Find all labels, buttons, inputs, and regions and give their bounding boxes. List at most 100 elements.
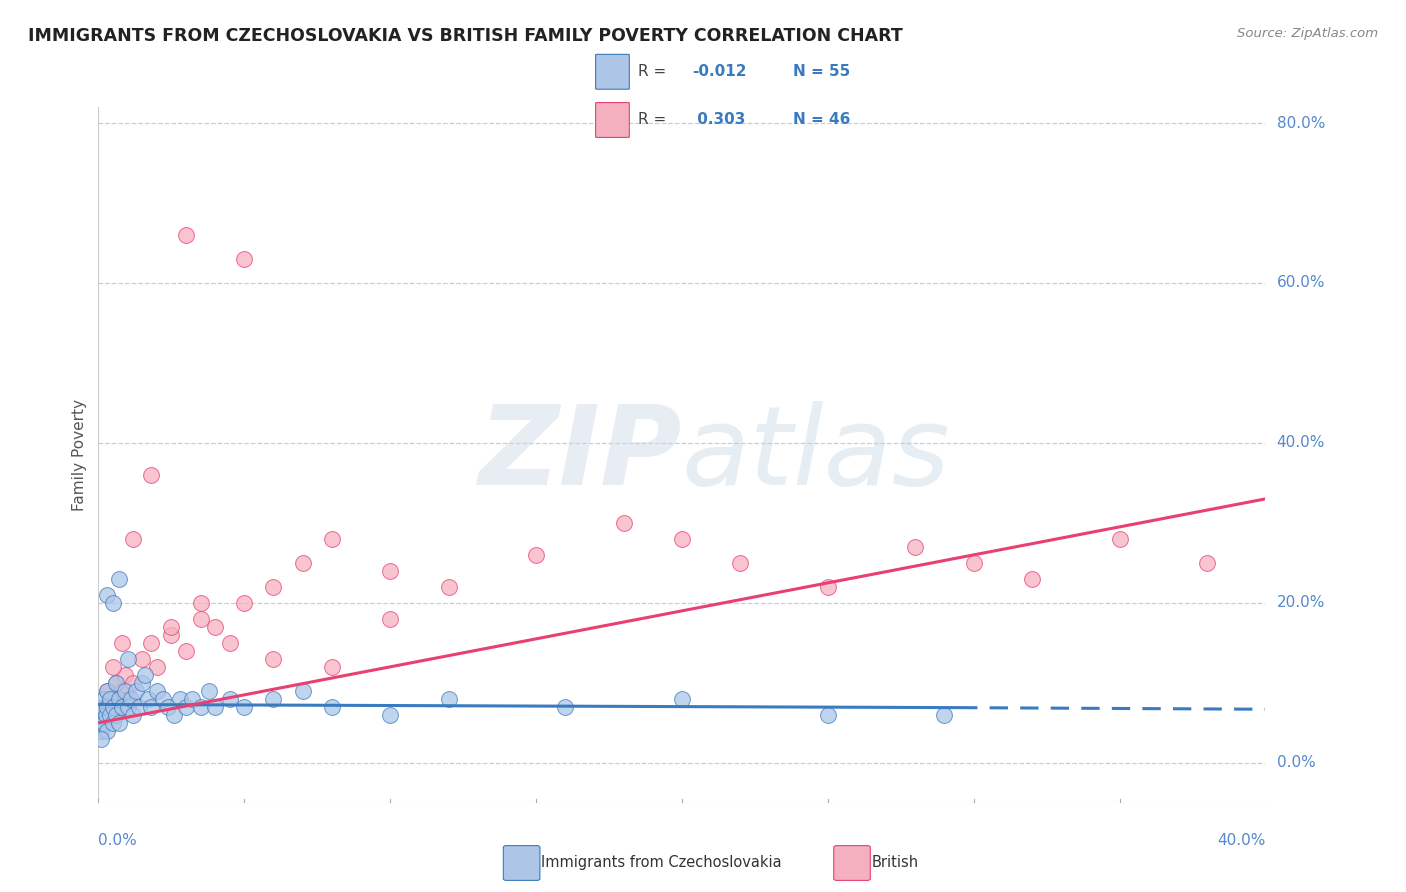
Text: atlas: atlas [682,401,950,508]
Point [291,556,314,570]
Text: N = 55: N = 55 [793,63,851,78]
Point [198,683,221,698]
Point [122,676,145,690]
Text: Immigrants from Czechoslovakia: Immigrants from Czechoslovakia [541,855,782,870]
Text: R =: R = [638,112,671,127]
Point [180,691,202,706]
Point [108,572,131,586]
Point [190,699,212,714]
Point [728,556,751,570]
Point [98,691,121,706]
Point [262,691,284,706]
Text: 0.0%: 0.0% [98,833,138,848]
Point [233,596,256,610]
Point [90,715,112,730]
Point [437,691,460,706]
Text: N = 46: N = 46 [793,112,851,127]
Text: IMMIGRANTS FROM CZECHOSLOVAKIA VS BRITISH FAMILY POVERTY CORRELATION CHART: IMMIGRANTS FROM CZECHOSLOVAKIA VS BRITIS… [28,27,903,45]
Point [104,676,127,690]
Point [101,596,124,610]
Point [291,683,314,698]
Point [152,691,174,706]
Point [554,699,576,714]
Point [120,691,142,706]
Point [817,707,839,722]
Text: British: British [872,855,920,870]
Point [321,660,343,674]
Point [122,707,145,722]
Point [163,707,186,722]
Point [157,699,180,714]
Point [96,683,118,698]
Point [904,540,927,554]
Point [262,580,284,594]
Point [378,564,402,578]
Point [321,699,343,714]
Point [111,636,134,650]
Text: R =: R = [638,63,671,78]
Point [131,676,153,690]
Text: 40.0%: 40.0% [1277,435,1324,450]
Point [321,532,343,546]
Point [108,715,131,730]
Point [96,588,118,602]
Point [1108,532,1130,546]
Point [101,715,124,730]
Text: 20.0%: 20.0% [1277,595,1324,610]
Point [114,668,136,682]
Point [233,252,256,266]
Point [114,683,136,698]
Point [262,652,284,666]
Point [108,699,131,714]
Point [98,707,121,722]
Text: 40.0%: 40.0% [1218,833,1265,848]
Point [671,691,693,706]
Y-axis label: Family Poverty: Family Poverty [72,399,87,511]
Point [218,691,240,706]
Point [93,715,115,730]
Point [117,699,139,714]
Point [612,516,634,530]
Text: 0.303: 0.303 [692,112,745,127]
Point [190,596,212,610]
Point [169,691,191,706]
Point [146,660,169,674]
Point [204,620,226,634]
Text: -0.012: -0.012 [692,63,747,78]
Point [1195,556,1218,570]
Point [93,691,115,706]
Text: ZIP: ZIP [478,401,682,508]
Point [218,636,240,650]
Point [134,668,156,682]
Point [96,699,118,714]
Text: 80.0%: 80.0% [1277,116,1324,130]
Point [174,644,197,658]
Point [128,699,150,714]
Point [117,691,139,706]
Point [139,467,162,482]
Point [96,723,118,738]
Point [90,715,112,730]
Point [131,652,153,666]
Point [104,707,127,722]
Point [174,227,197,242]
FancyBboxPatch shape [596,54,630,89]
Point [146,683,169,698]
Point [90,731,112,746]
Point [934,707,956,722]
Point [437,580,460,594]
Point [94,707,117,722]
Point [139,699,162,714]
Point [125,683,148,698]
Point [136,691,159,706]
Text: 0.0%: 0.0% [1277,756,1315,771]
Point [104,676,127,690]
Point [91,699,114,714]
Text: 60.0%: 60.0% [1277,276,1324,291]
Point [90,707,112,722]
Point [101,660,124,674]
Point [817,580,839,594]
Point [139,636,162,650]
Point [96,683,118,698]
Point [160,620,183,634]
